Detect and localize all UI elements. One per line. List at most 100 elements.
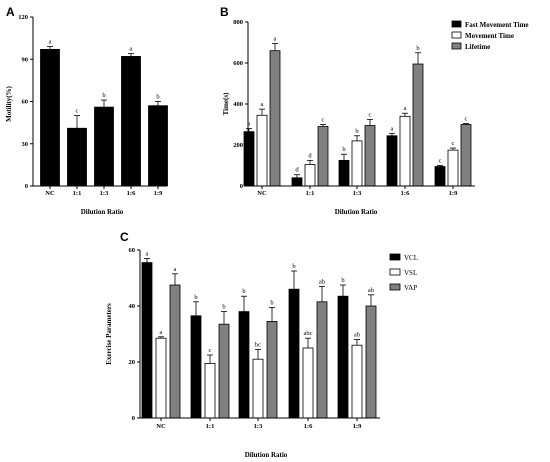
panel-b-bar [291, 177, 303, 187]
panel-a-significance-label: b [156, 94, 159, 101]
panel-b-significance-label: b [416, 45, 419, 52]
panel-c-axes: 0 20 40 60 NC 1:1 1:3 1:6 1:9 [129, 247, 380, 430]
panel-c-bar [288, 288, 300, 419]
panel-c-bar [337, 295, 349, 419]
panel-b-bar [317, 126, 329, 187]
panel-b-legend-label: Movement Time [465, 32, 514, 40]
panel-b-significance-label: c [465, 115, 468, 122]
panel-c-bar [316, 301, 328, 419]
panel-b-bar [243, 131, 255, 187]
panel-c-bar [190, 315, 202, 419]
panel-a-ytick-label: 60 [22, 99, 29, 106]
panel-b: B a d b a c a d b a c a c c b c 0 200 400 600 800 NC 1:1 1:3 1… [220, 5, 529, 216]
panel-b-bar [256, 114, 268, 187]
panel-b-xtick-label: 1:9 [449, 190, 458, 197]
panel-a-letter: A [6, 5, 15, 19]
panel-b-bar [447, 149, 459, 187]
panel-c-significance-label: b [270, 299, 273, 306]
panel-c-bar [266, 320, 278, 419]
panel-b-xlabel: Dilution Ratio [335, 208, 378, 216]
panel-c-bar [252, 358, 264, 419]
panel-a-ytick-label: 90 [22, 56, 29, 63]
panel-a-xlabel: Dilution Ratio [81, 208, 124, 216]
panel-c-legend-swatch [389, 253, 401, 261]
panel-c-ylabel: Exercise Parameters [105, 303, 113, 365]
panel-c-significance-label: bc [255, 341, 261, 348]
panel-a-ytick-label: 30 [22, 141, 29, 148]
panel-c-ytick-label: 60 [129, 247, 136, 254]
panel-b-legend-label: Lifetime [465, 43, 490, 51]
panel-a-xtick-label: 1:3 [100, 190, 109, 197]
panel-c-ytick-label: 40 [129, 303, 136, 310]
panel-a-significance-label: c [76, 108, 79, 115]
panel-c-significance-label: b [292, 263, 295, 270]
panel-b-ytick-label: 0 [240, 183, 243, 190]
panel-b-significance-label: a [274, 36, 277, 43]
panel-c-legend: VCL VSL VAP [389, 253, 418, 292]
panel-c-bar [302, 347, 314, 419]
panel-a-ylabel: Motility(%) [5, 85, 13, 121]
panel-c-bar [218, 323, 230, 419]
panel-c-bar [141, 262, 153, 419]
panel-c-bar [155, 337, 167, 419]
panel-b-significance-label: b [342, 146, 345, 153]
panel-b-axes: 0 200 400 600 800 NC 1:1 1:3 1:6 1:9 [233, 19, 475, 197]
panel-c-ytick-label: 0 [132, 415, 135, 422]
panel-c-legend-swatch [389, 268, 401, 276]
panel-c-legend-label: VCL [404, 254, 418, 262]
panel-a-xtick-label: 1:1 [73, 190, 82, 197]
panel-b-bar [364, 125, 376, 187]
panel-b-bar [399, 115, 411, 187]
panel-b-bar [460, 124, 472, 187]
panel-c-significance-label: ab [319, 278, 325, 285]
panel-c-significance-label: b [341, 277, 344, 284]
panel-b-xtick-label: NC [257, 190, 267, 197]
panel-b-bar [304, 164, 316, 187]
panel-b-significance-label: c [322, 117, 325, 124]
panel-a-bar [67, 127, 87, 187]
panel-b-bar [269, 50, 281, 187]
panel-c-letter: C [120, 230, 129, 244]
panel-b-ytick-label: 200 [233, 142, 243, 149]
panel-b-significance-label: c [439, 158, 442, 165]
panel-b-ytick-label: 400 [233, 101, 243, 108]
panel-c-bar [238, 311, 250, 419]
panel-b-significance-label: d [308, 152, 312, 159]
panel-c-xtick-label: 1:3 [254, 423, 263, 430]
panel-b-letter: B [220, 5, 229, 19]
panel-b-xtick-label: 1:1 [306, 190, 315, 197]
panel-c-legend-label: VAP [404, 284, 417, 292]
panel-c-significance-label: a [146, 250, 149, 257]
panel-b-legend-label: Fast Movement Time [465, 21, 529, 29]
panel-c-significance-label: abc [303, 330, 312, 337]
panel-b-bar [338, 159, 350, 187]
panel-c-legend-label: VSL [404, 269, 417, 277]
panel-b-significance-label: b [355, 128, 358, 135]
panel-b-xtick-label: 1:3 [353, 190, 362, 197]
panel-b-legend-swatch [451, 42, 462, 50]
panel-b-bar [351, 140, 363, 187]
panel-b-bar [412, 63, 424, 187]
panel-c-xtick-label: 1:1 [206, 423, 215, 430]
panel-b-bar [434, 166, 446, 187]
panel-b-ytick-label: 600 [233, 60, 243, 67]
panel-c-legend-swatch [389, 283, 401, 291]
panel-b-bars: a d b a c a d b a c a c c b c [243, 36, 472, 187]
panel-a-axes: 0 30 60 90 120 NC 1:1 1:3 1:6 1:9 [18, 14, 166, 197]
panel-b-significance-label: a [391, 125, 394, 132]
panel-b-significance-label: d [295, 167, 299, 174]
panel-b-ytick-label: 800 [233, 19, 243, 26]
panel-a-bars: a c b a b [40, 39, 168, 187]
panel-b-bar [386, 135, 398, 187]
panel-c-xtick-label: NC [156, 423, 166, 430]
panel-a-significance-label: b [102, 92, 105, 99]
panel-a-ytick-label: 0 [25, 183, 28, 190]
panel-c-significance-label: b [242, 288, 245, 295]
panel-b-ylabel: Time(s) [222, 92, 230, 115]
panel-b-significance-label: c [452, 140, 455, 147]
panel-c-xtick-label: 1:6 [304, 423, 313, 430]
panel-b-significance-label: a [261, 101, 264, 108]
